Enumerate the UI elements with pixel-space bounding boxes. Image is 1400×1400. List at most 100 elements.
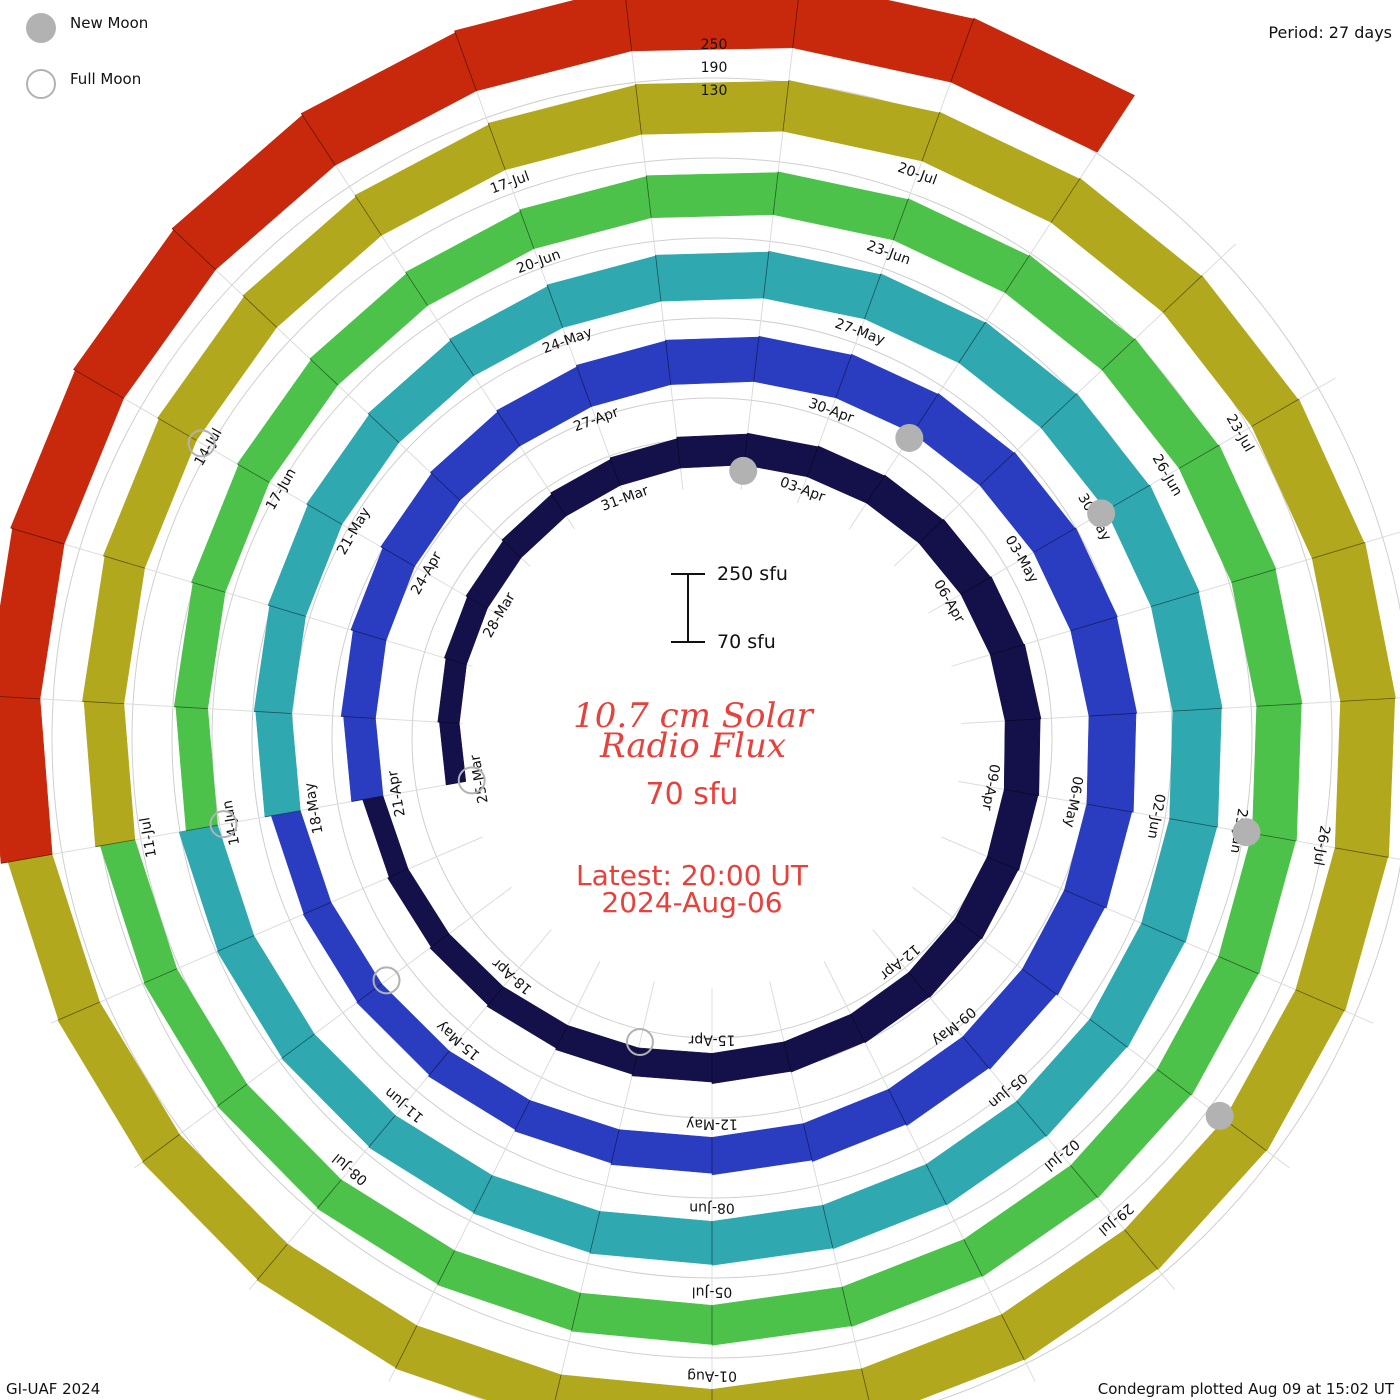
day-divider (58, 1001, 100, 1021)
date-label: 26-Jul (1310, 824, 1333, 867)
day-divider (1070, 1165, 1098, 1198)
moon-markers (187, 423, 1261, 1130)
grid-spoke (50, 836, 483, 1024)
day-divider (487, 123, 506, 170)
flux-segment (589, 1211, 713, 1265)
day-divider (864, 273, 882, 320)
flux-segment (864, 273, 986, 364)
chart-title-line2: Radio Flux (599, 726, 786, 766)
day-divider (987, 856, 1019, 871)
day-divider (73, 368, 124, 399)
date-label: 05-Jul (692, 1283, 733, 1299)
day-divider (1169, 818, 1217, 828)
day-divider (1070, 616, 1117, 631)
day-divider (428, 1050, 450, 1076)
flux-segment (306, 414, 400, 525)
day-divider (1086, 803, 1132, 813)
day-divider (191, 581, 226, 593)
day-divider (554, 1374, 562, 1400)
day-divider (1312, 542, 1366, 559)
day-divider (918, 519, 945, 544)
flux-segment (1251, 398, 1365, 559)
flux-segment (217, 1083, 342, 1209)
day-divider (473, 1175, 493, 1213)
day-divider (610, 1129, 620, 1164)
day-divider (437, 1250, 455, 1285)
flux-segment (514, 1100, 620, 1164)
day-divider (925, 1164, 947, 1205)
day-divider (792, 0, 799, 48)
day-divider (306, 503, 343, 525)
day-divider (217, 1083, 248, 1107)
day-divider (1231, 568, 1276, 583)
day-divider (1089, 1018, 1128, 1048)
day-divider (380, 546, 415, 567)
scale-bar-top-label: 250 sfu (717, 563, 788, 585)
day-divider (300, 113, 336, 166)
day-divider (454, 30, 477, 92)
flux-segment (173, 582, 226, 709)
day-divider (1224, 1119, 1267, 1151)
day-divider (806, 445, 819, 477)
day-divider (783, 1041, 792, 1072)
day-divider (958, 321, 986, 363)
grid-spoke (2, 780, 466, 864)
day-divider (1295, 989, 1345, 1012)
day-divider (1340, 697, 1395, 702)
full-moon-icon (457, 766, 486, 795)
day-divider (254, 710, 292, 714)
flux-segment (82, 555, 145, 705)
day-divider (449, 338, 475, 376)
flux-segment (925, 1100, 1047, 1206)
date-label: 09-Apr (978, 763, 1002, 812)
day-divider (430, 933, 450, 948)
new-moon-icon (1232, 818, 1261, 847)
flux-segment (405, 210, 535, 306)
day-divider (267, 604, 306, 617)
flux-segment (449, 285, 563, 377)
day-divider (350, 629, 387, 641)
day-divider (550, 492, 567, 517)
day-divider (367, 413, 400, 443)
flux-segment (1089, 922, 1186, 1048)
day-divider (1156, 1069, 1192, 1095)
day-divider (655, 255, 662, 302)
flux-segment (83, 701, 136, 847)
day-divider (921, 112, 941, 162)
day-divider (960, 576, 992, 595)
day-divider (437, 721, 460, 724)
footer-credit: GI-UAF 2024 (6, 1380, 100, 1398)
flux-segment (1070, 616, 1138, 717)
new-moon-legend-icon (26, 13, 56, 43)
day-divider (1101, 338, 1136, 371)
day-divider (665, 340, 672, 385)
flux-segment (281, 1033, 396, 1148)
day-divider (962, 1036, 990, 1069)
period-label: Period: 27 days (1268, 23, 1392, 42)
flux-segment (343, 716, 384, 802)
flux-segment (1016, 1018, 1128, 1138)
date-label: 06-May (1061, 775, 1086, 829)
day-divider (802, 1123, 813, 1161)
flux-segment (1001, 1229, 1158, 1361)
flux-segment (989, 644, 1042, 722)
day-divider (465, 595, 488, 609)
flux-segment (454, 0, 632, 92)
day-divider (1178, 444, 1220, 469)
flux-segment (0, 528, 65, 700)
flux-segment (555, 1025, 639, 1075)
day-divider (850, 1014, 866, 1043)
day-divider (496, 410, 521, 447)
day-divider (171, 228, 216, 270)
flux-segment (141, 1134, 288, 1281)
day-divider (0, 696, 41, 700)
flux-segment (1178, 444, 1277, 583)
date-label: 08-Jun (689, 1199, 735, 1215)
day-divider (282, 1033, 315, 1059)
day-divider (950, 18, 975, 83)
full-moon-icon (187, 429, 216, 458)
flux-segment (1106, 484, 1200, 607)
flux-segment (576, 340, 671, 407)
flux-segment (437, 657, 467, 724)
date-label: 12-May (686, 1115, 738, 1131)
